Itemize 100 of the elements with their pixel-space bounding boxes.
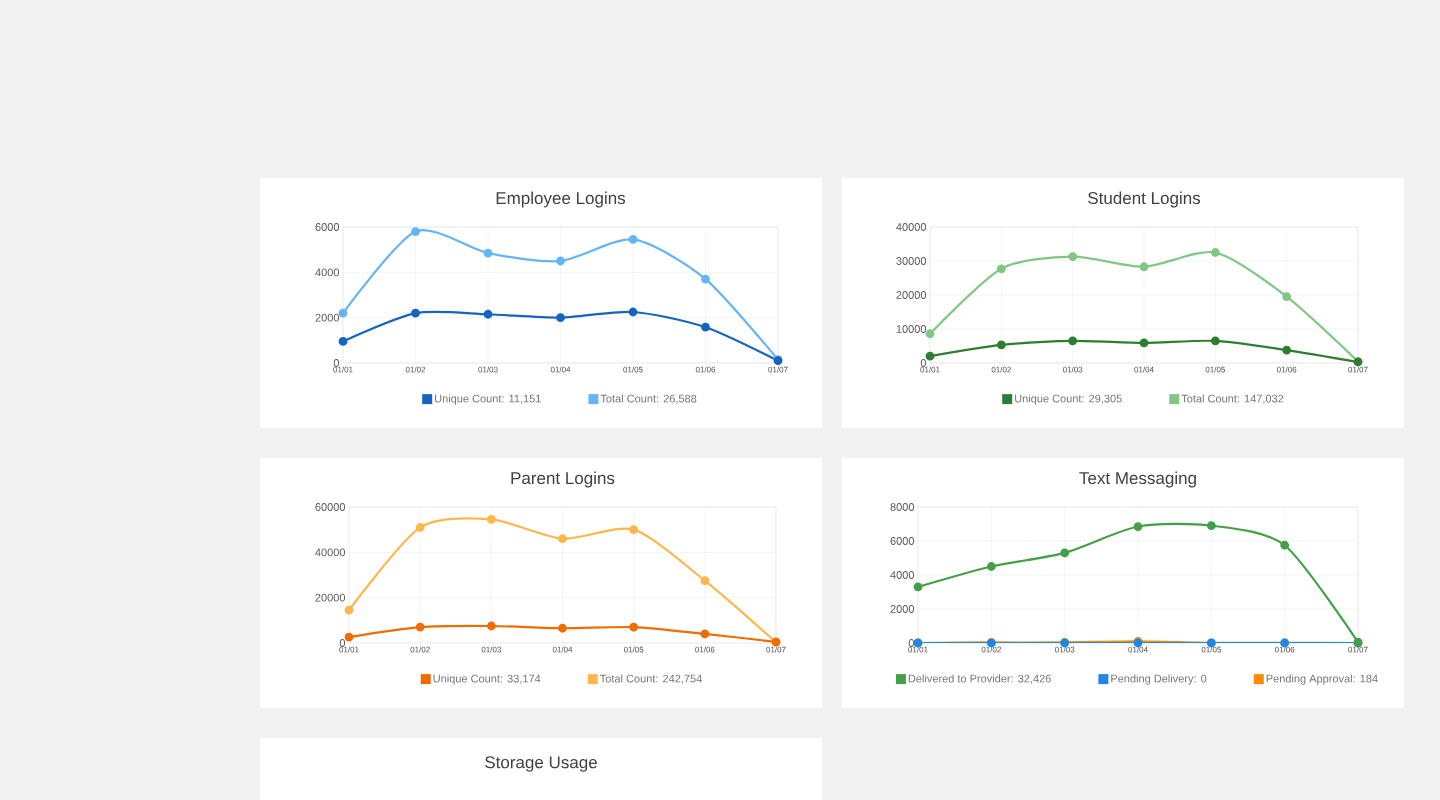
x-tick-label: 01/04	[1128, 646, 1148, 653]
point	[629, 622, 639, 632]
point	[1210, 248, 1220, 257]
x-tick-label: 01/02	[981, 646, 1001, 653]
text: Storage Usage	[485, 756, 597, 772]
point	[925, 351, 935, 361]
y-tick-label: 6000	[315, 223, 340, 231]
point	[411, 227, 420, 236]
point	[338, 308, 348, 318]
point	[925, 329, 935, 339]
point	[1282, 345, 1292, 355]
y-tick-label: 4000	[315, 268, 340, 277]
legend-label: Pending Delivery: 0	[1111, 674, 1207, 685]
point	[338, 337, 348, 346]
chart-title: Text Messaging	[1079, 471, 1196, 488]
legend-label: Unique Count: 33,174	[433, 674, 541, 685]
y-tick-label: 20000	[896, 291, 927, 299]
x-tick-label: 01/07	[1348, 646, 1368, 653]
point	[628, 307, 638, 317]
x-tick-label: 01/05	[1205, 366, 1226, 373]
legend-label: Total Count: 242,754	[600, 674, 702, 684]
point	[483, 248, 493, 258]
point	[701, 322, 710, 332]
point	[700, 576, 710, 586]
legend-label: Pending Approval: 184	[1266, 674, 1378, 685]
point	[556, 256, 565, 266]
point	[1210, 336, 1220, 346]
point	[700, 629, 710, 639]
y-tick-label: 2000	[315, 313, 340, 322]
x-tick-label: 01/04	[552, 646, 573, 653]
y-tick-label: 60000	[315, 503, 346, 511]
point	[344, 632, 354, 642]
x-tick-label: 01/04	[1134, 366, 1154, 373]
x-tick-label: 01/05	[623, 646, 644, 653]
y-tick-label: 40000	[315, 548, 346, 557]
point	[486, 515, 496, 524]
point	[415, 522, 425, 532]
x-tick-label: 01/01	[333, 366, 353, 373]
x-tick-label: 01/06	[695, 366, 716, 373]
point	[411, 308, 420, 318]
point	[1206, 521, 1216, 531]
point	[1139, 262, 1149, 272]
point	[344, 605, 354, 615]
point	[1060, 548, 1070, 558]
point	[486, 621, 496, 631]
point	[415, 622, 425, 632]
y-tick-label: 8000	[890, 503, 915, 511]
x-tick-label: 01/04	[550, 366, 571, 373]
x-tick-label: 01/07	[766, 646, 786, 653]
y-tick-label: 20000	[315, 593, 346, 602]
x-tick-label: 01/01	[908, 646, 928, 653]
point	[1280, 540, 1290, 550]
x-tick-label: 01/07	[1348, 366, 1368, 373]
legend-label: Unique Count: 11,151	[435, 394, 541, 405]
x-tick-label: 01/03	[1054, 646, 1075, 653]
x-tick-label: 01/06	[1276, 366, 1297, 373]
chart-title: Employee Logins	[496, 191, 626, 208]
y-tick-label: 0	[339, 639, 346, 647]
x-tick-label: 01/03	[1062, 366, 1083, 373]
point	[1068, 252, 1078, 261]
point	[558, 623, 567, 633]
y-tick-label: 0	[333, 359, 340, 367]
x-tick-label: 01/02	[405, 366, 426, 373]
point	[556, 313, 565, 323]
x-tick-label: 01/03	[481, 646, 501, 653]
x-tick-label: 01/03	[478, 366, 498, 373]
point	[558, 534, 567, 544]
point	[628, 235, 638, 244]
point	[996, 264, 1006, 274]
point	[996, 340, 1006, 350]
point	[629, 525, 639, 535]
y-tick-label: 0	[920, 359, 927, 367]
point	[986, 562, 996, 571]
x-tick-label: 01/02	[991, 366, 1011, 373]
legend-label: Delivered to Provider: 32,426	[908, 674, 1051, 684]
x-tick-label: 01/06	[695, 646, 715, 653]
point	[483, 309, 493, 319]
legend-label: Total Count: 26,588	[600, 394, 697, 404]
x-tick-label: 01/07	[768, 366, 788, 373]
point	[1068, 336, 1078, 346]
x-tick-label: 01/06	[1274, 646, 1295, 653]
y-tick-label: 2000	[890, 605, 915, 613]
chart-title: Student Logins	[1088, 191, 1201, 208]
legend-label: Total Count: 147,032	[1181, 394, 1284, 404]
y-tick-label: 40000	[896, 223, 927, 231]
y-tick-label: 4000	[890, 571, 915, 579]
point	[701, 274, 710, 284]
y-tick-label: 0	[908, 639, 915, 647]
x-tick-label: 01/01	[920, 366, 940, 373]
legend-label: Unique Count: 29,305	[1015, 394, 1122, 405]
y-tick-label: 10000	[896, 325, 927, 333]
point	[913, 582, 923, 592]
x-tick-label: 01/02	[410, 646, 430, 653]
x-tick-label: 01/05	[1201, 646, 1221, 653]
point	[1133, 522, 1143, 531]
y-tick-label: 30000	[896, 257, 927, 265]
y-tick-label: 6000	[890, 537, 915, 545]
chart-title: Parent Logins	[511, 471, 615, 488]
x-tick-label: 01/01	[339, 646, 359, 653]
x-tick-label: 01/05	[623, 366, 643, 373]
